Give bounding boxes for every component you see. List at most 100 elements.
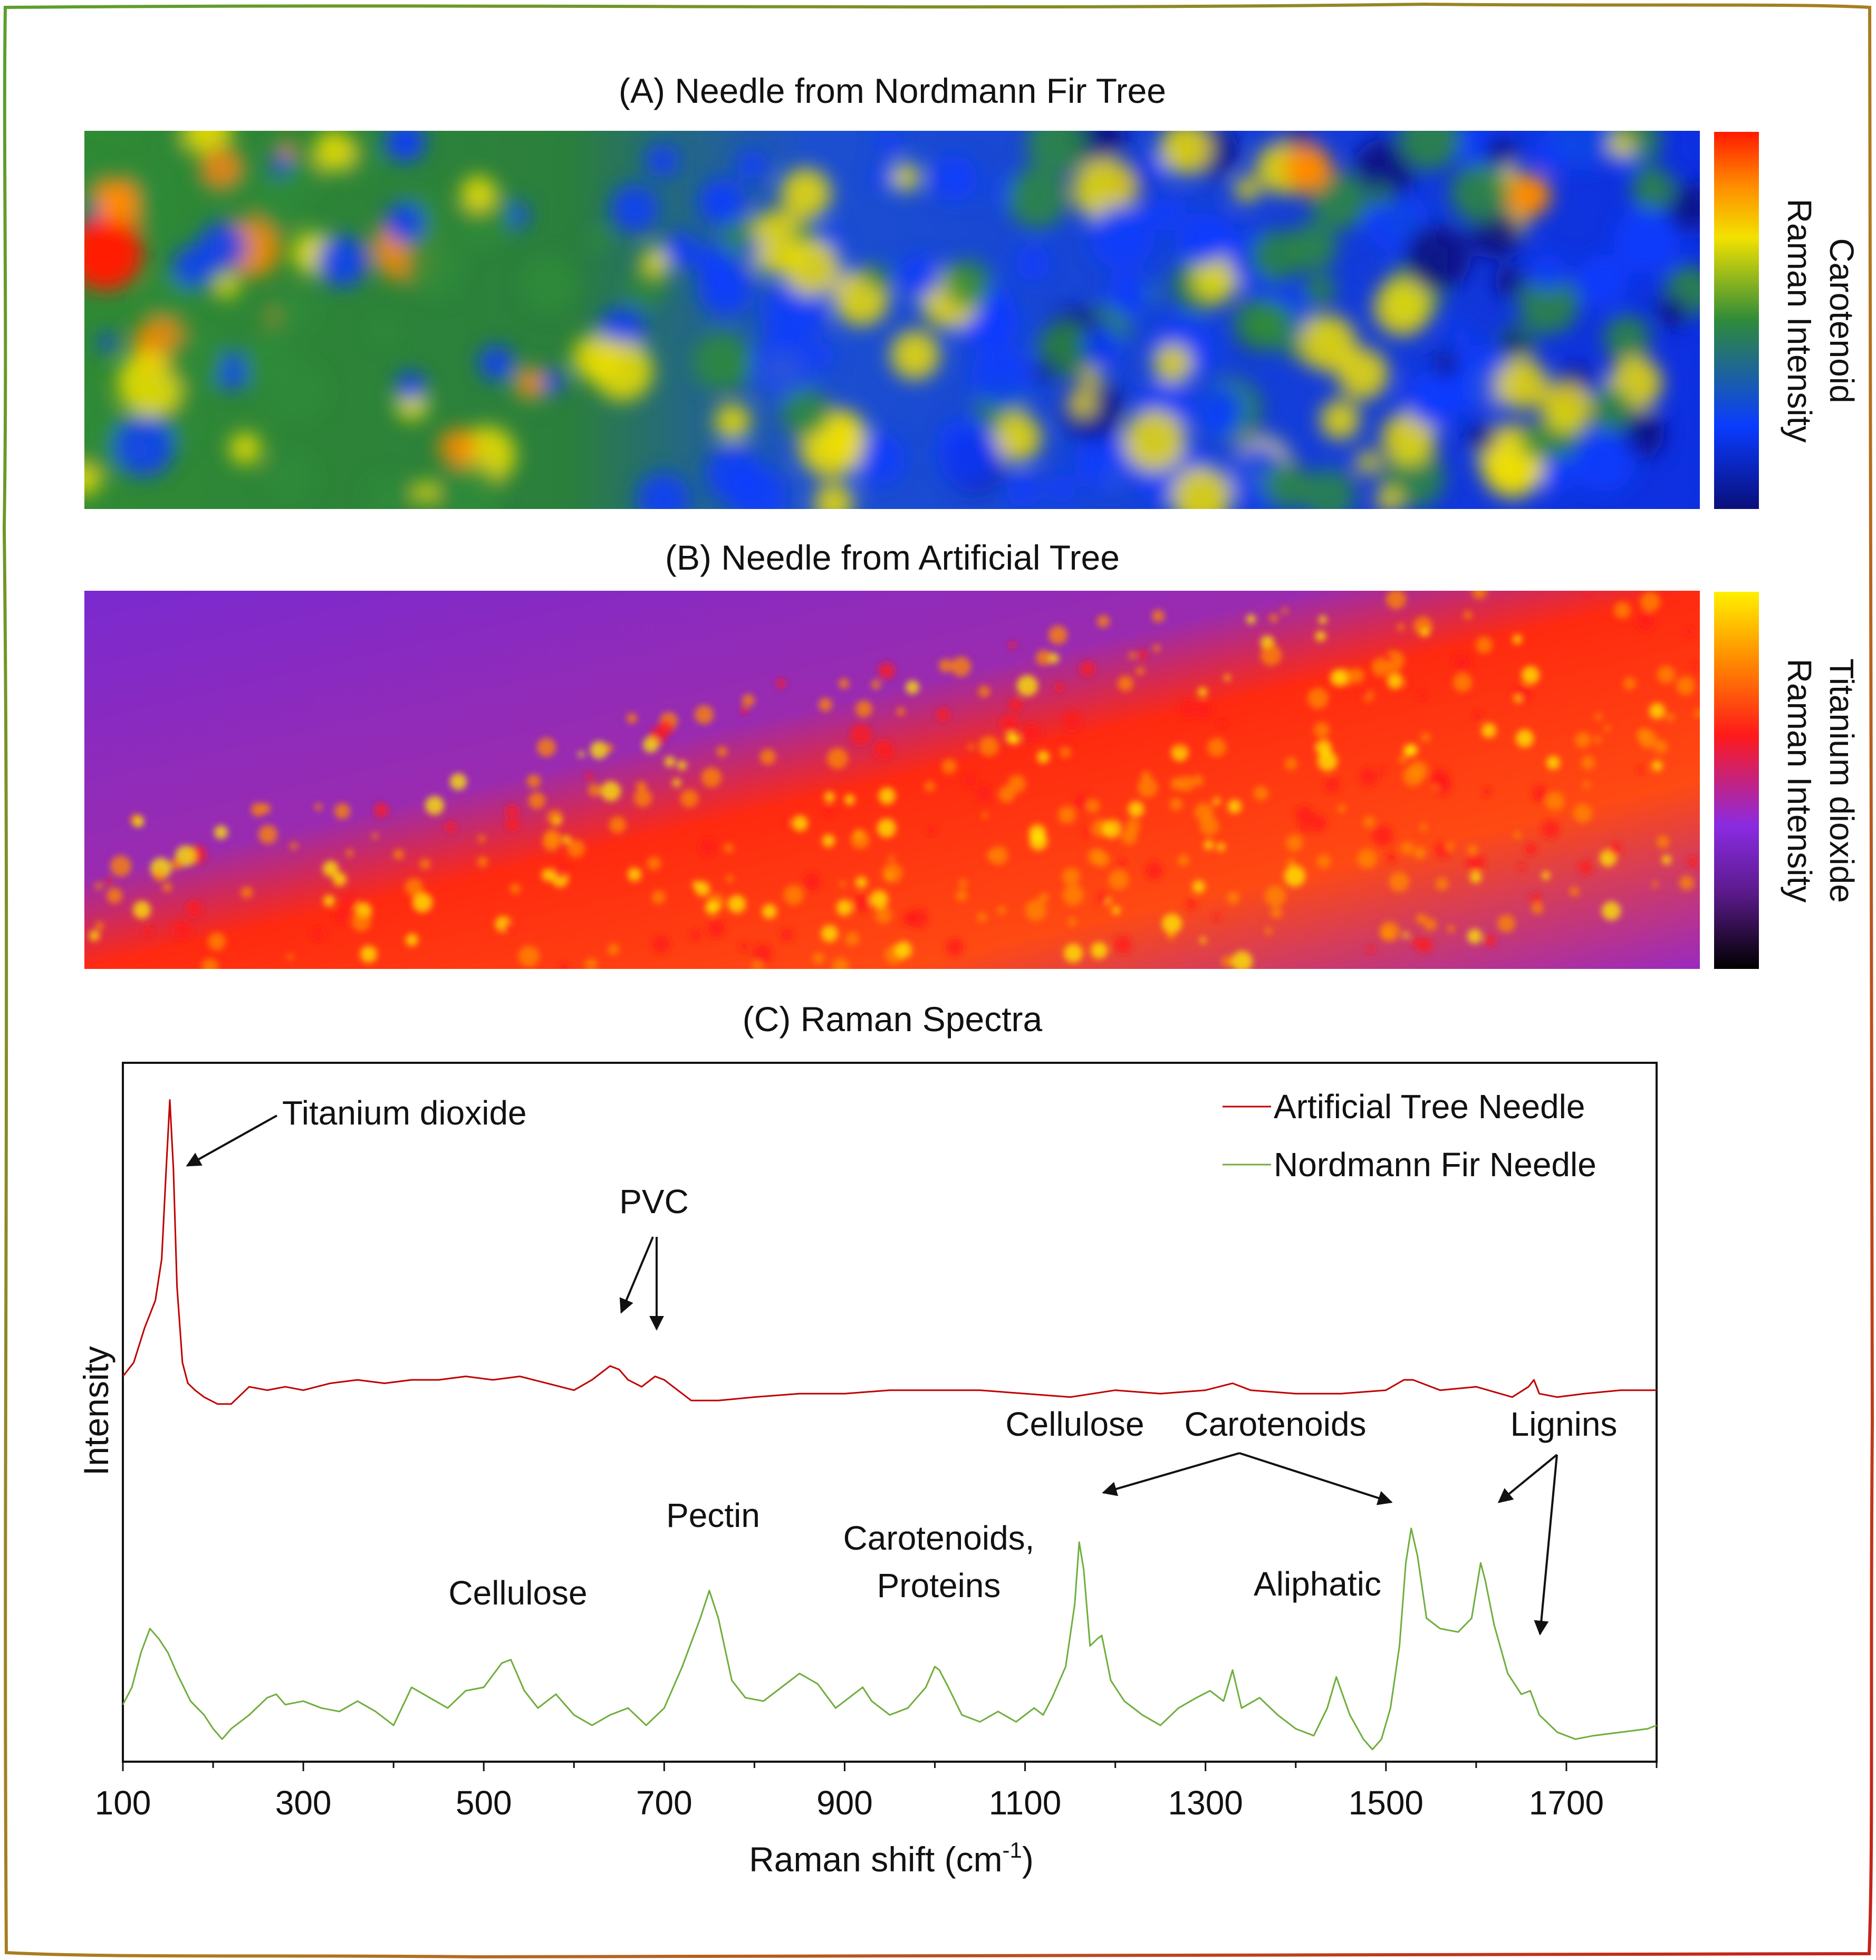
heatmap-texture-blob: [567, 840, 585, 858]
heatmap-texture-blob: [690, 930, 701, 940]
series-line-artificial-tree-needle: [122, 1099, 1657, 1405]
heatmap-texture-blob: [1399, 131, 1461, 170]
heatmap-texture-blob: [1228, 800, 1242, 813]
heatmap-texture-blob: [636, 781, 647, 792]
heatmap-texture-blob: [172, 246, 214, 287]
heatmap-texture-blob: [542, 869, 554, 881]
heatmap-texture-blob: [1075, 429, 1137, 492]
heatmap-texture-blob: [1036, 359, 1057, 380]
heatmap-texture-blob: [1353, 139, 1416, 201]
heatmap-texture-blob: [314, 131, 355, 171]
heatmap-texture-blob: [1652, 761, 1662, 771]
heatmap-texture-blob: [1000, 715, 1018, 733]
heatmap-texture-blob: [1088, 848, 1105, 865]
heatmap-texture-blob: [1246, 614, 1256, 624]
heatmap-texture-blob: [1379, 767, 1386, 774]
heatmap-texture-blob: [586, 229, 608, 252]
heatmap-texture-blob: [1286, 834, 1303, 851]
heatmap-texture-blob: [1107, 271, 1152, 316]
heatmap-texture-blob: [346, 849, 353, 857]
heatmap-texture-blob: [1476, 637, 1493, 654]
heatmap-texture-blob: [701, 767, 721, 787]
heatmap-texture-blob: [662, 231, 700, 269]
heatmap-texture-blob: [1356, 450, 1380, 475]
heatmap-texture-blob: [695, 705, 714, 724]
heatmap-texture-blob: [585, 958, 598, 969]
heatmap-texture-blob: [586, 773, 593, 781]
heatmap-texture-blob: [1307, 688, 1329, 709]
x-axis-ticks: 100 300 500 700 900 1100 1300 1500 1700: [95, 1762, 1658, 1822]
heatmap-texture-blob: [1320, 400, 1360, 440]
heatmap-texture-blob: [784, 820, 790, 826]
heatmap-texture-blob: [420, 859, 430, 869]
heatmap-texture-blob: [316, 235, 368, 287]
heatmap-texture-blob: [1138, 156, 1166, 183]
heatmap-texture-blob: [1447, 925, 1455, 933]
heatmap-texture-blob: [1467, 844, 1478, 855]
annotation-titanium-dioxide: Titanium dioxide: [282, 1094, 527, 1132]
heatmap-texture-blob: [1570, 887, 1579, 896]
heatmap-texture-blob: [1421, 733, 1430, 742]
carotenoid-colorbar-label-2: Raman Intensity: [1781, 199, 1819, 443]
heatmap-texture-blob: [1153, 645, 1160, 652]
heatmap-texture-blob: [1112, 906, 1120, 915]
heatmap-texture-blob: [1204, 840, 1214, 850]
heatmap-texture-blob: [397, 131, 424, 156]
heatmap-texture-blob: [1496, 358, 1548, 410]
heatmap-texture-blob: [1234, 177, 1259, 202]
heatmap-texture-blob: [242, 337, 297, 391]
heatmap-texture-blob: [271, 290, 314, 333]
heatmap-texture-blob: [588, 784, 601, 796]
titanium-dioxide-colorbar-label-1: Titanium dioxide: [1823, 658, 1861, 903]
heatmap-texture-blob: [214, 825, 228, 839]
heatmap-texture-blob: [1138, 650, 1147, 660]
heatmap-texture-blob: [1022, 723, 1042, 743]
heatmap-texture-blob: [334, 909, 349, 924]
heatmap-texture-blob: [976, 786, 992, 802]
heatmap-texture-blob: [562, 835, 571, 844]
heatmap-texture-blob: [405, 878, 423, 896]
heatmap-texture-blob: [729, 466, 787, 509]
heatmap-texture-blob: [1583, 781, 1590, 789]
heatmap-texture-blob: [1310, 172, 1368, 230]
heatmap-texture-blob: [208, 933, 226, 950]
heatmap-texture-blob: [1418, 691, 1427, 699]
heatmap-texture-blob: [1430, 768, 1449, 787]
heatmap-texture-blob: [776, 679, 786, 688]
heatmap-texture-blob: [1406, 370, 1463, 427]
heatmap-texture-blob: [1412, 938, 1420, 946]
heatmap-texture-blob: [1171, 466, 1232, 509]
heatmap-texture-blob: [946, 938, 964, 956]
heatmap-texture-blob: [1514, 831, 1521, 839]
heatmap-texture-blob: [878, 662, 895, 679]
annotation-lignins: Lignins: [1511, 1405, 1618, 1443]
heatmap-texture-blob: [1192, 775, 1204, 786]
heatmap-texture-blob: [610, 184, 660, 234]
heatmap-texture-blob: [1204, 406, 1237, 439]
legend: Artificial Tree Needle Nordmann Fir Need…: [1223, 1088, 1596, 1184]
heatmap-texture-blob: [1363, 816, 1375, 828]
heatmap-texture-blob: [1118, 676, 1133, 691]
heatmap-texture-blob: [593, 341, 653, 401]
heatmap-texture-blob: [882, 863, 902, 883]
heatmap-texture-blob: [133, 816, 144, 827]
heatmap-texture-blob: [1162, 914, 1182, 934]
heatmap-texture-blob: [107, 888, 122, 904]
annotation-carotenoids: Carotenoids: [1184, 1405, 1366, 1443]
heatmap-texture-blob: [871, 680, 881, 689]
heatmap-texture-blob: [740, 706, 748, 714]
heatmap-texture-blob: [1282, 608, 1288, 614]
heatmap-texture-blob: [229, 433, 261, 464]
heatmap-texture-blob: [762, 904, 777, 919]
heatmap-texture-blob: [438, 463, 502, 509]
heatmap-texture-blob: [1179, 700, 1197, 718]
heatmap-texture-blob: [1401, 842, 1413, 854]
heatmap-texture-blob: [1497, 915, 1515, 933]
heatmap-texture-blob: [1386, 591, 1406, 609]
arrow-cellulose-carotenoids-left: [1102, 1452, 1240, 1496]
heatmap-texture-blob: [144, 927, 152, 936]
heatmap-texture-blob: [352, 912, 371, 931]
heatmap-texture-blob: [1357, 849, 1377, 869]
heatmap-texture-blob: [478, 835, 485, 842]
heatmap-texture-blob: [1542, 871, 1550, 880]
